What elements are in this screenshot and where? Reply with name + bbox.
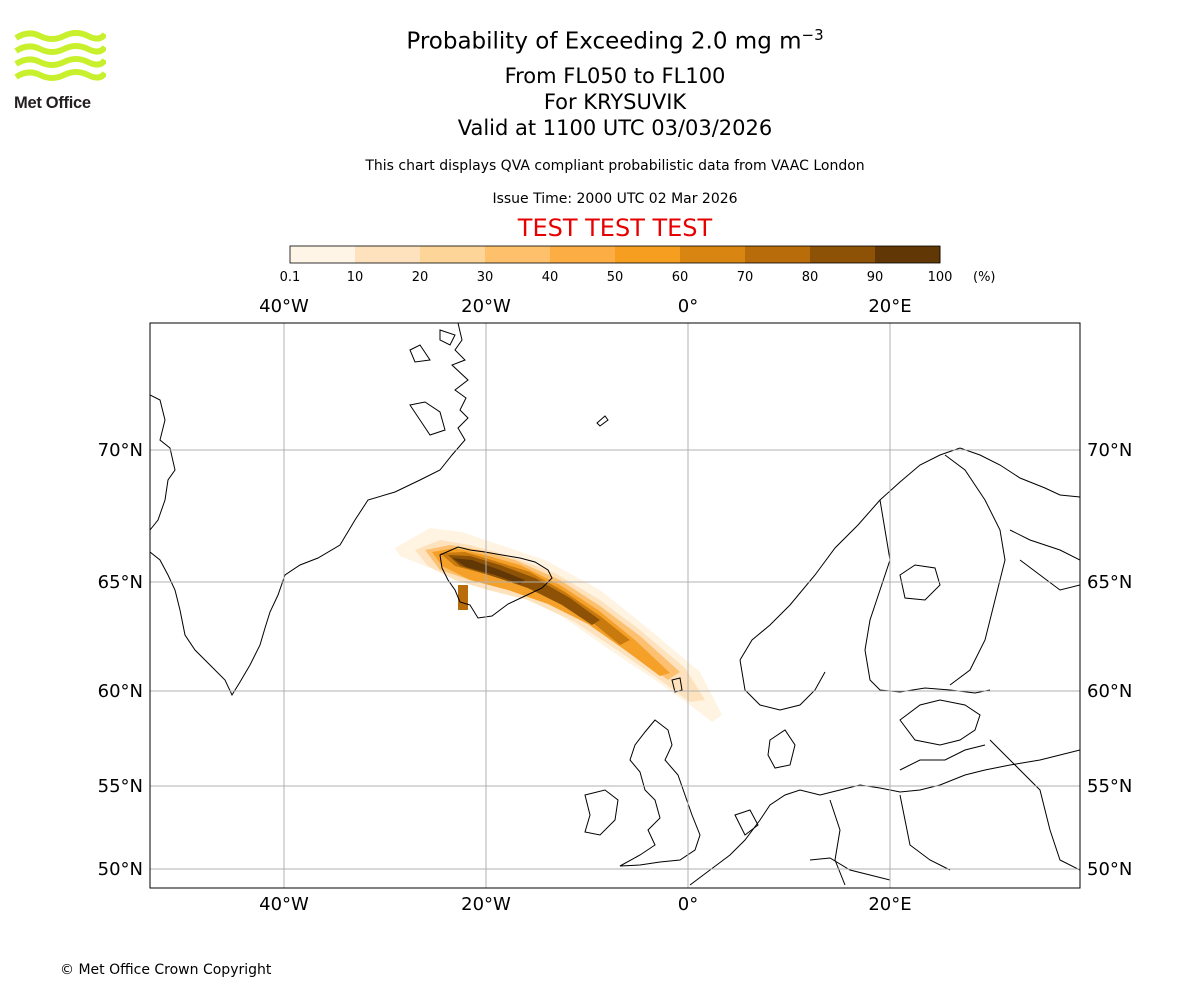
lon-label: 20°E	[868, 296, 911, 317]
colorbar-tick-label: 70	[736, 270, 754, 285]
colorbar-tick-label: 100	[927, 270, 953, 285]
colorbar-tick-label: 60	[671, 270, 689, 285]
lon-label: 20°E	[868, 894, 911, 915]
flight-level-range: From FL050 to FL100	[504, 64, 726, 88]
colorbar-cell	[290, 246, 356, 263]
colorbar-cell	[485, 246, 551, 263]
colorbar-tick-label: 80	[801, 270, 819, 285]
lon-label: 0°	[678, 296, 698, 317]
colorbar-cell	[745, 246, 811, 263]
chart-description: This chart displays QVA compliant probab…	[365, 158, 865, 174]
gridlines	[150, 323, 1080, 888]
valid-time: Valid at 1100 UTC 03/03/2026	[457, 116, 773, 140]
lat-label: 65°N	[98, 572, 143, 593]
map-frame	[149, 322, 1081, 889]
lat-label: 50°N	[98, 859, 143, 880]
colorbar-tick-label: 30	[476, 270, 494, 285]
colorbar-cell	[420, 246, 486, 263]
lon-label: 40°W	[259, 296, 309, 317]
issue-time: Issue Time: 2000 UTC 02 Mar 2026	[492, 191, 738, 207]
lon-label: 0°	[678, 894, 698, 915]
lon-labels-top: 40°W 20°W 0° 20°E	[259, 296, 911, 317]
colorbar-tick-label: 10	[346, 270, 364, 285]
colorbar	[289, 245, 941, 264]
volcano-name: For KRYSUVIK	[543, 90, 687, 114]
lat-label: 50°N	[1087, 859, 1132, 880]
colorbar-tick-label: 50	[606, 270, 624, 285]
lon-label: 40°W	[259, 894, 309, 915]
coastlines	[150, 323, 1080, 886]
lat-label: 60°N	[1087, 681, 1132, 702]
colorbar-tick-label: 20	[411, 270, 429, 285]
colorbar-cell	[680, 246, 746, 263]
colorbar-cell	[615, 246, 681, 263]
lon-label: 20°W	[461, 894, 511, 915]
colorbar-cell	[550, 246, 616, 263]
copyright-notice: © Met Office Crown Copyright	[60, 962, 272, 978]
colorbar-tick-label: 90	[866, 270, 884, 285]
colorbar-cell	[875, 246, 941, 263]
lat-labels-right: 70°N 65°N 60°N 55°N 50°N	[1087, 440, 1132, 880]
colorbar-cell	[810, 246, 876, 263]
lon-label: 20°W	[461, 296, 511, 317]
colorbar-unit: (%)	[973, 270, 996, 285]
lat-labels-left: 70°N 65°N 60°N 55°N 50°N	[98, 440, 143, 880]
map: 40°W 20°W 0° 20°E 40°W 20°W 0° 20°E 70°N…	[98, 296, 1133, 915]
chart-title: Probability of Exceeding 2.0 mg m−3	[406, 26, 824, 55]
lat-label: 70°N	[1087, 440, 1132, 461]
lat-label: 60°N	[98, 681, 143, 702]
lat-label: 65°N	[1087, 572, 1132, 593]
colorbar-tick-label: 40	[541, 270, 559, 285]
met-office-logo: Met Office	[14, 30, 108, 113]
met-office-wave-icon	[14, 30, 108, 81]
lat-label: 70°N	[98, 440, 143, 461]
colorbar-cell	[355, 246, 421, 263]
lat-label: 55°N	[1087, 776, 1132, 797]
met-office-logo-text: Met Office	[14, 94, 91, 112]
lat-label: 55°N	[98, 776, 143, 797]
test-banner: TEST TEST TEST	[517, 214, 713, 242]
colorbar-tick-label: 0.1	[279, 270, 301, 285]
lon-labels-bottom: 40°W 20°W 0° 20°E	[259, 894, 911, 915]
